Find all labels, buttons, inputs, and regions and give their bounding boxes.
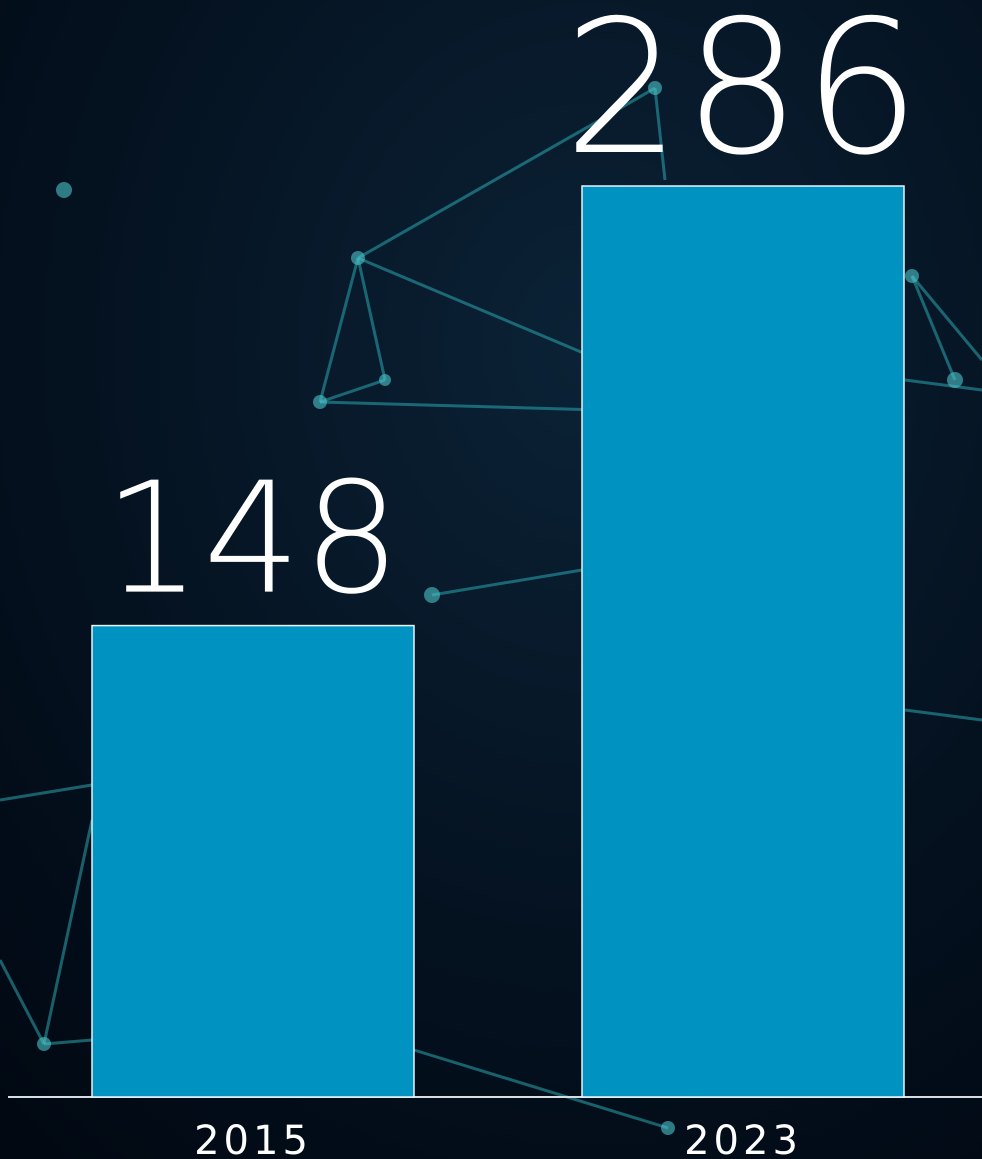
network-decoration: [0, 81, 982, 1135]
data-label: 148: [103, 450, 402, 629]
bar: [91, 624, 415, 1098]
data-label: 286: [563, 0, 922, 196]
x-tick-label: 2023: [684, 1118, 802, 1159]
bar: [581, 185, 905, 1098]
x-tick-label: 2015: [194, 1118, 312, 1159]
